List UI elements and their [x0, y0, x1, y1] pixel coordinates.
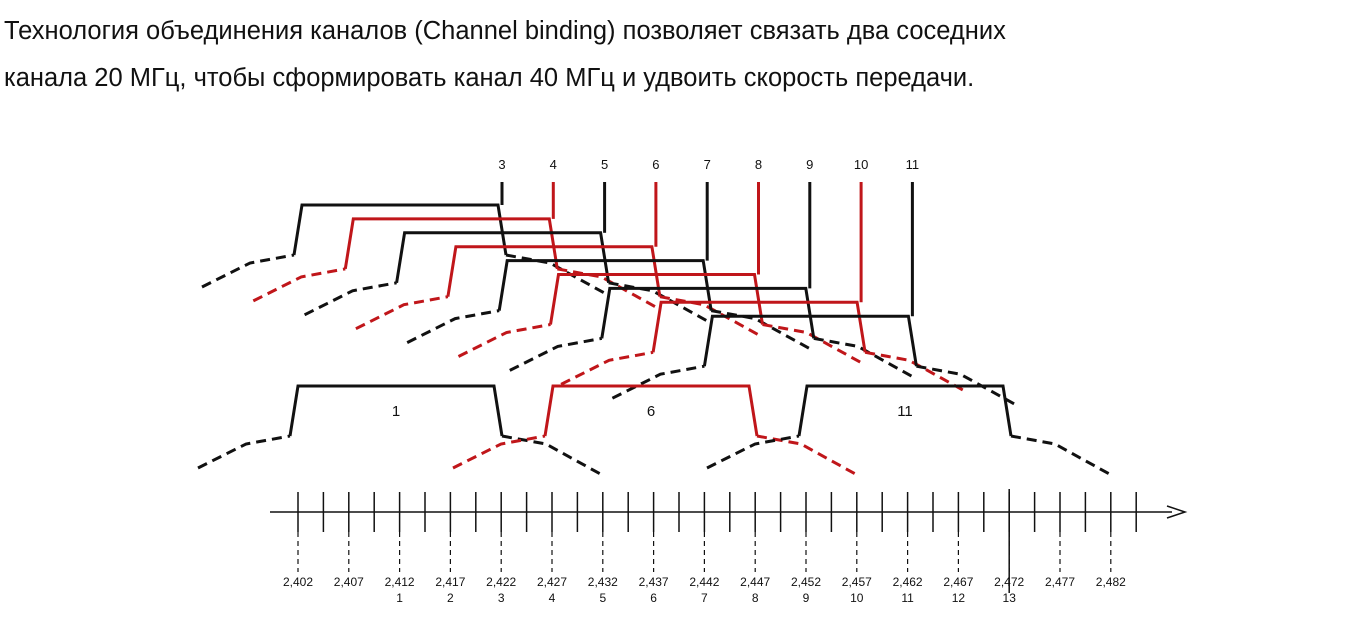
channel-number-label: 11	[901, 591, 914, 605]
top-channel-9-right-skirt	[813, 336, 917, 380]
top-channel-label: 9	[806, 157, 813, 172]
top-channel-8	[457, 182, 866, 366]
top-channel-11	[611, 182, 1020, 408]
channel-number-label: 7	[701, 591, 708, 605]
heading-line-1: Технология объединения каналов (Channel …	[4, 17, 1006, 45]
bottom-channel-6: 6	[452, 384, 860, 478]
channel-number-label: 3	[498, 591, 505, 605]
channel-number-label: 4	[549, 591, 556, 605]
channel-number-label: 5	[599, 591, 606, 605]
top-channel-9-mask	[600, 286, 816, 339]
top-channel-5	[303, 182, 712, 325]
bottom-channel-11-mask	[797, 384, 1013, 437]
top-channel-label: 11	[906, 157, 920, 172]
frequency-label: 2,432	[588, 575, 618, 589]
frequency-label: 2,467	[943, 575, 973, 589]
bottom-channel-1-right-skirt	[501, 434, 605, 478]
channel-labels: 3 4 5 6 7 8 9 10 11	[498, 157, 919, 172]
axis-arrow-icon	[1166, 505, 1188, 519]
bottom-channel-label: 11	[897, 403, 913, 420]
spectrum-masks: 1 6 11	[197, 182, 1114, 478]
top-channel-7-mask	[497, 259, 713, 311]
top-channel-label: 8	[755, 157, 762, 172]
top-channel-11-right-skirt	[916, 364, 1020, 408]
frequency-label: 2,427	[537, 575, 567, 589]
top-channel-4-mask	[343, 217, 559, 270]
bottom-channel-1-left-skirt	[197, 434, 291, 470]
bottom-channel-11-left-skirt	[706, 434, 800, 470]
frequency-label: 2,417	[435, 575, 465, 589]
frequency-label: 2,412	[385, 575, 415, 589]
channel-number-label: 8	[752, 591, 759, 605]
top-channel-6-mask	[446, 245, 662, 297]
frequency-label: 2,407	[334, 575, 364, 589]
top-channel-6-left-skirt	[355, 295, 449, 331]
top-channel-3	[201, 182, 609, 297]
top-channel-7	[406, 182, 814, 352]
top-channel-label: 10	[854, 157, 868, 172]
top-channel-label: 3	[498, 157, 505, 172]
top-channel-5-left-skirt	[303, 281, 397, 317]
frequency-label: 2,482	[1096, 575, 1126, 589]
slide-heading: Технология объединения каналов (Channel …	[4, 8, 1344, 102]
top-channel-5-right-skirt	[608, 281, 712, 325]
top-channel-4-right-skirt	[557, 267, 661, 311]
channel-number-label: 13	[1003, 591, 1017, 605]
top-channel-10-left-skirt	[560, 350, 654, 386]
channel-number-label: 2	[447, 591, 454, 605]
channel-number-label: 6	[650, 591, 657, 605]
top-channel-7-right-skirt	[710, 309, 814, 352]
bottom-channel-label: 1	[392, 403, 400, 420]
frequency-label: 2,477	[1045, 575, 1075, 589]
top-channel-11-left-skirt	[611, 364, 705, 400]
top-channel-11-mask	[702, 314, 918, 367]
bottom-channel-1-mask	[288, 384, 504, 437]
bottom-channel-6-left-skirt	[452, 434, 546, 470]
top-channel-9	[509, 182, 917, 380]
top-channel-4-left-skirt	[252, 267, 346, 303]
top-channel-8-left-skirt	[457, 323, 551, 358]
frequency-label: 2,447	[740, 575, 770, 589]
top-channel-6	[355, 182, 763, 339]
frequency-label: 2,452	[791, 575, 821, 589]
top-channel-label: 4	[550, 157, 557, 172]
top-channel-4	[252, 182, 661, 311]
top-channel-10-right-skirt	[864, 350, 968, 394]
top-channel-label: 5	[601, 157, 608, 172]
top-channel-3-mask	[292, 203, 508, 256]
frequency-label: 2,422	[486, 575, 516, 589]
bottom-channel-11: 11	[706, 384, 1114, 478]
channel-number-label: 10	[850, 591, 864, 605]
bottom-channel-1: 1	[197, 384, 605, 478]
frequency-label: 2,442	[689, 575, 719, 589]
top-channel-10	[560, 182, 968, 394]
top-channel-8-right-skirt	[762, 323, 866, 366]
bottom-channel-6-mask	[543, 384, 759, 437]
frequency-label: 2,462	[893, 575, 923, 589]
bottom-channel-6-right-skirt	[756, 434, 860, 478]
top-channel-10-mask	[651, 300, 867, 353]
bottom-channel-11-right-skirt	[1010, 434, 1114, 478]
top-channel-3-right-skirt	[505, 253, 609, 297]
channel-number-label: 1	[396, 591, 403, 605]
top-channel-6-right-skirt	[659, 295, 763, 339]
frequency-axis: 2,402 2,407 2,412 2,417 2,422 2,427 2,432 2,437…	[270, 489, 1188, 605]
frequency-label: 2,457	[842, 575, 872, 589]
frequency-label: 2,437	[639, 575, 669, 589]
channel-number-label: 9	[803, 591, 810, 605]
frequency-label: 2,402	[283, 575, 313, 589]
bottom-channel-label: 6	[647, 403, 655, 420]
top-channel-3-left-skirt	[201, 253, 295, 289]
top-channel-9-left-skirt	[509, 336, 603, 372]
channel-number-label: 12	[952, 591, 966, 605]
top-channel-label: 6	[652, 157, 659, 172]
top-channel-8-mask	[549, 273, 764, 325]
top-channel-label: 7	[704, 157, 711, 172]
top-channel-5-mask	[395, 231, 611, 284]
heading-line-2: канала 20 МГц, чтобы сформировать канал …	[4, 64, 975, 92]
top-channel-7-left-skirt	[406, 309, 500, 344]
